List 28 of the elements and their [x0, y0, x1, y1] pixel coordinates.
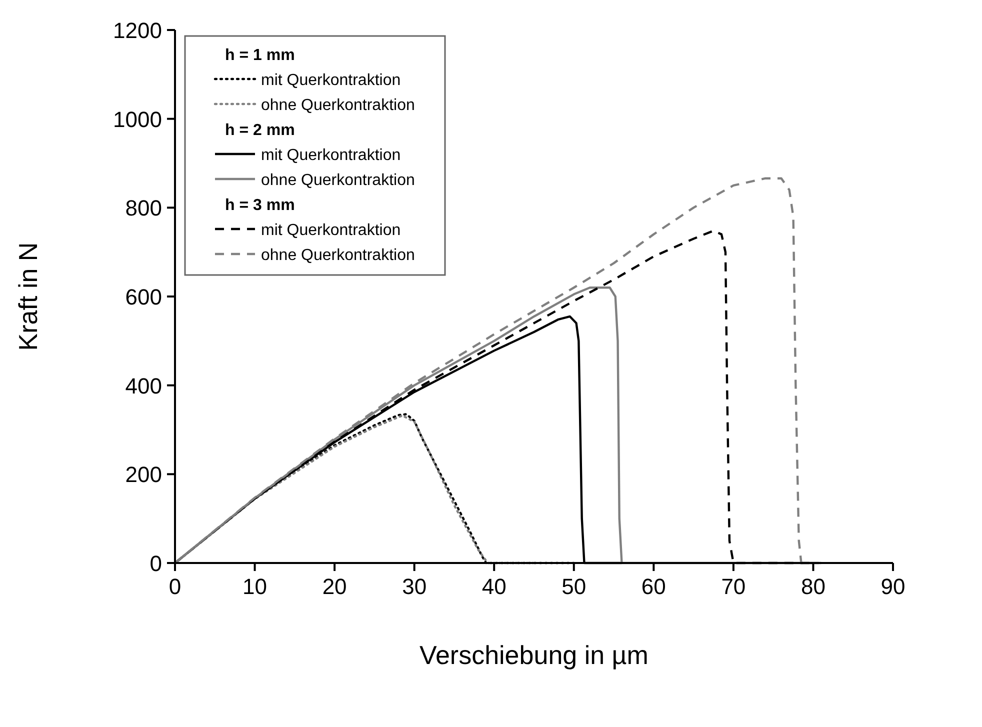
- annotation: h = 3 mm: [225, 197, 295, 214]
- x-axis-title: Verschiebung in µm: [420, 640, 648, 670]
- x-tick-label: 20: [322, 574, 347, 599]
- y-tick-label: 200: [125, 462, 162, 488]
- annotation: h = 1 mm: [225, 47, 295, 64]
- x-tick-label: 40: [482, 574, 506, 599]
- x-tick-label: 50: [562, 574, 586, 599]
- legend-label: ohne Querkontraktion: [261, 172, 415, 189]
- y-tick-label: 600: [125, 284, 162, 310]
- x-tick-label: 70: [721, 574, 746, 599]
- y-tick-label: 0: [150, 551, 162, 576]
- y-tick-label: 400: [125, 373, 162, 398]
- annotation: h = 2 mm: [225, 122, 295, 139]
- x-tick-label: 0: [168, 574, 182, 599]
- y-tick-label: 1200: [113, 18, 162, 43]
- legend-label: ohne Querkontraktion: [261, 97, 415, 114]
- legend-label: ohne Querkontraktion: [261, 247, 415, 264]
- x-tick-label: 80: [800, 574, 826, 599]
- x-tick-label: 60: [641, 574, 666, 599]
- x-tick-label: 90: [880, 574, 906, 599]
- legend-label: mit Querkontraktion: [261, 222, 401, 239]
- x-tick-label: 30: [402, 574, 427, 599]
- legend-label: mit Querkontraktion: [261, 72, 401, 89]
- y-axis-title: Kraft in N: [13, 242, 43, 351]
- legend-label: mit Querkontraktion: [261, 147, 401, 164]
- y-tick-label: 800: [125, 196, 162, 221]
- x-tick-label: 10: [242, 574, 268, 599]
- y-tick-label: 1000: [113, 106, 162, 132]
